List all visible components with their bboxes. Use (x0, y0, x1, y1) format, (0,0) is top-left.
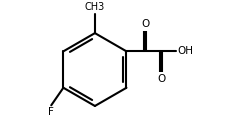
Text: CH3: CH3 (85, 2, 105, 12)
Text: O: O (141, 19, 149, 29)
Text: O: O (157, 74, 165, 84)
Text: OH: OH (178, 46, 193, 56)
Text: F: F (48, 107, 54, 117)
